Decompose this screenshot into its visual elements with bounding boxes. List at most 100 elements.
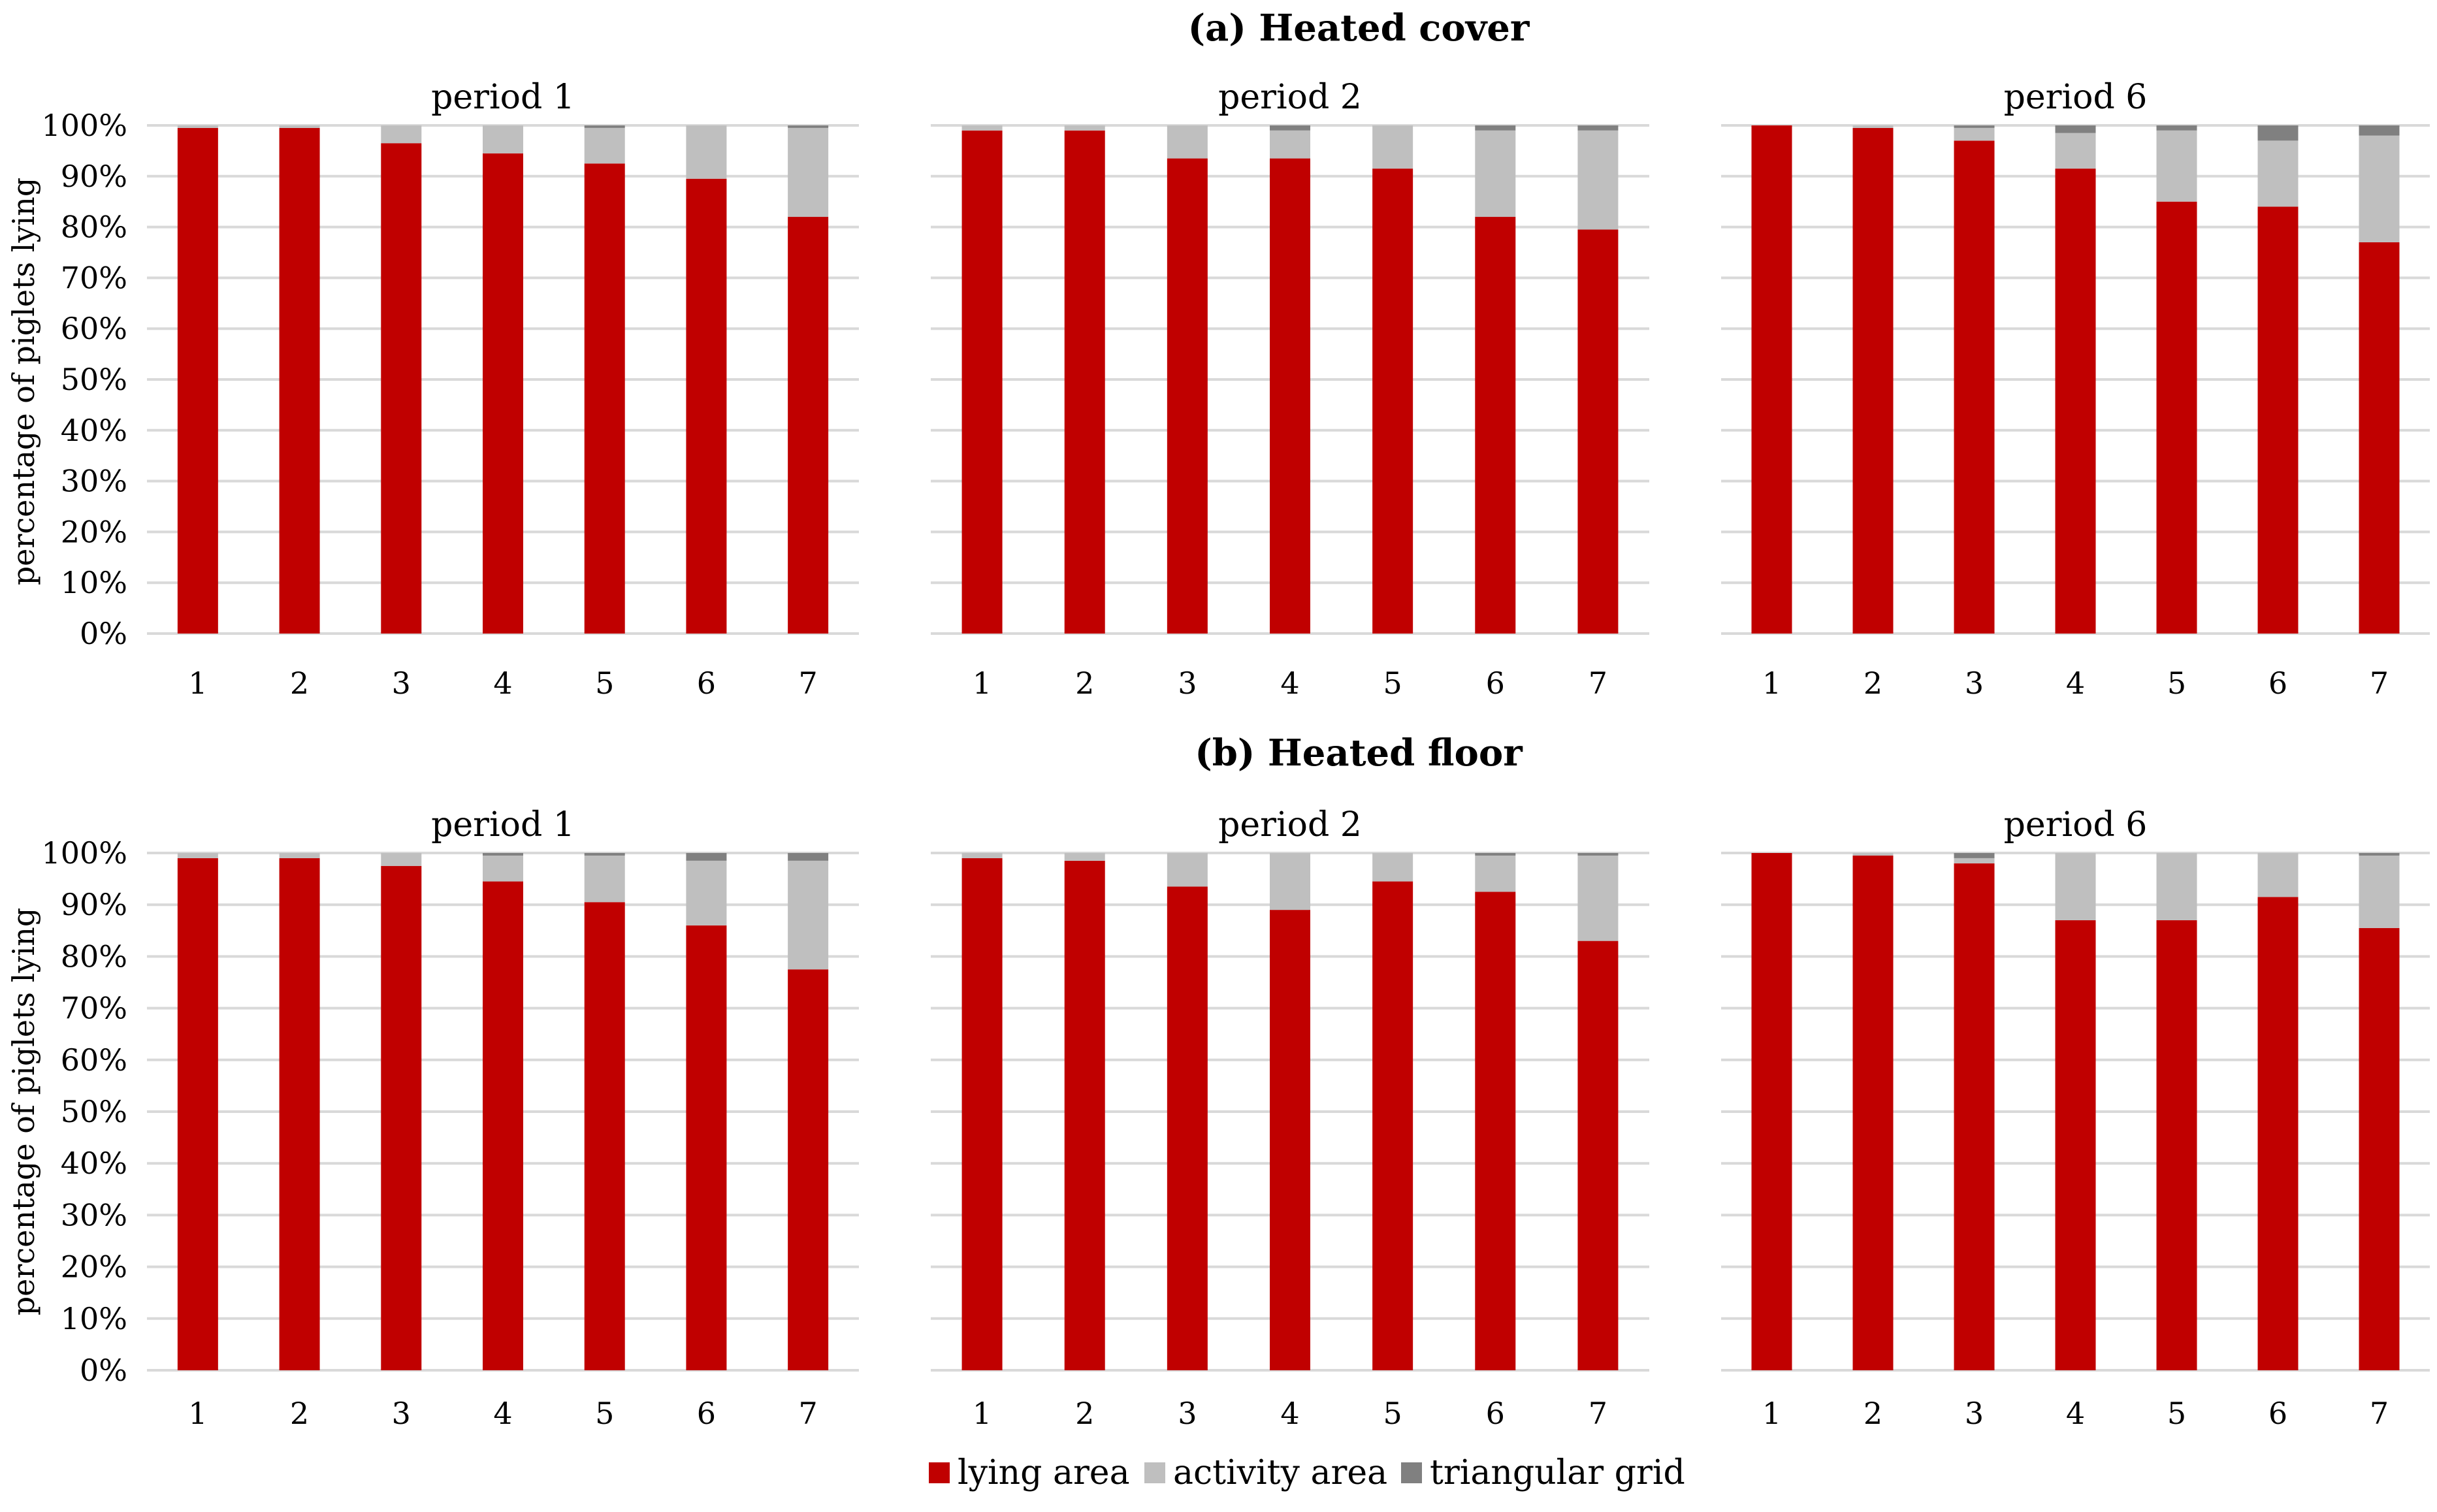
bar-segment-activity-area <box>1475 855 1516 892</box>
bar-segment-triangular-grid <box>1577 853 1619 856</box>
bar-segment-activity-area <box>1167 125 1208 159</box>
x-tick-label: 6 <box>697 1396 716 1431</box>
bar-segment-lying-area <box>1954 140 1995 634</box>
x-tick-label: 7 <box>2370 1396 2389 1431</box>
x-tick-label: 1 <box>1762 666 1781 701</box>
bar-segment-lying-area <box>279 858 320 1370</box>
bar-segment-lying-area <box>279 127 320 634</box>
y-tick-label: 80% <box>61 210 127 245</box>
y-tick-label: 80% <box>61 939 127 974</box>
x-tick-label: 3 <box>1178 1396 1197 1431</box>
bar-segment-lying-area <box>788 217 829 634</box>
bar-segment-activity-area <box>1372 125 1413 169</box>
section-title-heated-cover: (a) Heated cover <box>1188 7 1530 50</box>
x-tick-label: 7 <box>799 1396 818 1431</box>
x-tick-label: 6 <box>2268 1396 2287 1431</box>
y-tick-label: 10% <box>61 1301 127 1336</box>
bar-segment-lying-area <box>1372 881 1413 1370</box>
bar-segment-lying-area <box>788 969 829 1370</box>
bar-segment-triangular-grid <box>788 853 829 861</box>
y-tick-label: 0% <box>80 1353 127 1388</box>
panel-title: period 1 <box>431 805 575 844</box>
x-tick-label: 2 <box>290 1396 309 1431</box>
bar-segment-lying-area <box>961 130 1003 634</box>
x-tick-label: 5 <box>2167 666 2186 701</box>
chart-panel: period 2 1 2 3 4 5 6 7 <box>931 78 1649 701</box>
bar-segment-triangular-grid <box>1475 853 1516 856</box>
bar-segment-triangular-grid <box>1577 125 1619 131</box>
bar-segment-lying-area <box>1372 169 1413 634</box>
bar-segment-lying-area <box>1167 158 1208 634</box>
bar-segment-lying-area <box>686 178 727 634</box>
bar-segment-triangular-grid <box>788 125 829 128</box>
y-axis-label-heated-cover: percentage of piglets lying <box>6 178 41 586</box>
x-tick-label: 7 <box>1589 666 1607 701</box>
bar-segment-activity-area <box>1475 130 1516 217</box>
x-tick-label: 5 <box>2167 1396 2186 1431</box>
x-tick-label: 5 <box>1383 666 1402 701</box>
bar-segment-lying-area <box>1270 910 1310 1370</box>
y-axis-label-heated-floor: percentage of piglets lying <box>6 908 41 1316</box>
chart-panel: 0% 10% 20% 30% 40% 50% 60% 70% 80% 90% 100% period … <box>41 805 859 1431</box>
bar-segment-activity-area <box>381 125 422 144</box>
bar-segment-activity-area <box>584 855 625 903</box>
y-tick-label: 0% <box>80 616 127 651</box>
bar-segment-activity-area <box>2055 853 2096 920</box>
bar-segment-activity-area <box>279 125 320 128</box>
legend-item: lying area <box>929 1453 1130 1492</box>
x-tick-label: 5 <box>1383 1396 1402 1431</box>
y-tick-label: 20% <box>61 1249 127 1285</box>
bar-segment-lying-area <box>1064 130 1105 634</box>
x-tick-label: 4 <box>493 1396 512 1431</box>
bar-segment-lying-area <box>2156 201 2197 634</box>
bar-segment-activity-area <box>1852 125 1894 128</box>
y-tick-label: 70% <box>61 991 127 1026</box>
bar-segment-activity-area <box>2055 133 2096 169</box>
bar-segment-lying-area <box>2257 206 2299 634</box>
bar-segment-lying-area <box>483 881 523 1370</box>
bar-segment-lying-area <box>381 143 422 634</box>
x-tick-label: 6 <box>2268 666 2287 701</box>
x-tick-label: 7 <box>799 666 818 701</box>
bar-segment-lying-area <box>177 127 218 634</box>
panel-title: period 2 <box>1218 78 1362 117</box>
x-tick-label: 1 <box>1762 1396 1781 1431</box>
bar-segment-activity-area <box>1954 127 1995 141</box>
bar-segment-lying-area <box>2156 920 2197 1370</box>
x-tick-label: 3 <box>1965 1396 1984 1431</box>
bar-segment-lying-area <box>1751 853 1792 1370</box>
panel-title: period 2 <box>1218 805 1362 844</box>
chart-panel: period 6 1 2 3 4 5 6 7 <box>1721 805 2430 1431</box>
bar-segment-triangular-grid <box>2257 125 2299 141</box>
x-tick-label: 6 <box>1486 666 1505 701</box>
y-tick-label: 100% <box>41 835 127 871</box>
bar-segment-activity-area <box>381 853 422 866</box>
bar-segment-activity-area <box>961 853 1003 858</box>
y-tick-label: 60% <box>61 311 127 346</box>
x-tick-label: 2 <box>1075 1396 1094 1431</box>
bar-segment-lying-area <box>1064 860 1105 1370</box>
chart-panels: 0%10%20%30%40%50%60%70%80%90%100%period … <box>41 78 2430 1431</box>
x-tick-label: 4 <box>1280 1396 1299 1431</box>
bar-segment-lying-area <box>1577 229 1619 634</box>
bar-segment-activity-area <box>961 125 1003 131</box>
bar-segment-activity-area <box>2257 140 2299 207</box>
x-tick-label: 1 <box>188 666 207 701</box>
bar-segment-lying-area <box>483 153 523 634</box>
x-tick-label: 3 <box>1965 666 1984 701</box>
bar-segment-lying-area <box>1475 217 1516 634</box>
y-tick-label: 40% <box>61 413 127 448</box>
x-tick-label: 1 <box>188 1396 207 1431</box>
bar-segment-activity-area <box>788 860 829 970</box>
bar-segment-triangular-grid <box>2156 125 2197 131</box>
bar-segment-activity-area <box>1270 853 1310 910</box>
bar-segment-lying-area <box>1270 158 1310 634</box>
x-tick-label: 1 <box>973 666 992 701</box>
bar-segment-triangular-grid <box>1270 125 1310 131</box>
legend-label: activity area <box>1173 1453 1387 1492</box>
bar-segment-lying-area <box>1954 863 1995 1370</box>
bar-segment-lying-area <box>1577 941 1619 1370</box>
chart-panel: period 6 1 2 3 4 5 6 7 <box>1721 78 2430 701</box>
bar-segment-lying-area <box>2257 897 2299 1370</box>
bar-segment-activity-area <box>2359 135 2400 242</box>
